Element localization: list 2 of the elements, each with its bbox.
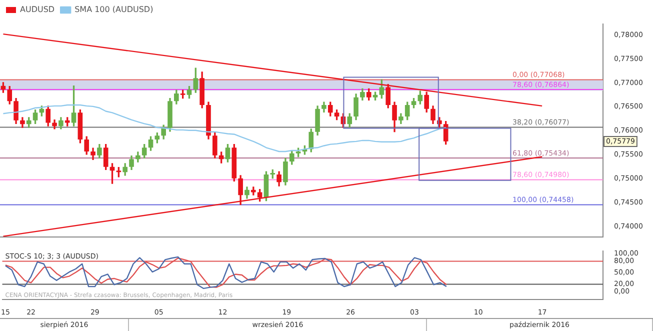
legend-label: AUDUSD [20, 5, 55, 14]
legend-label: SMA 100 (AUDUSD) [74, 5, 154, 14]
